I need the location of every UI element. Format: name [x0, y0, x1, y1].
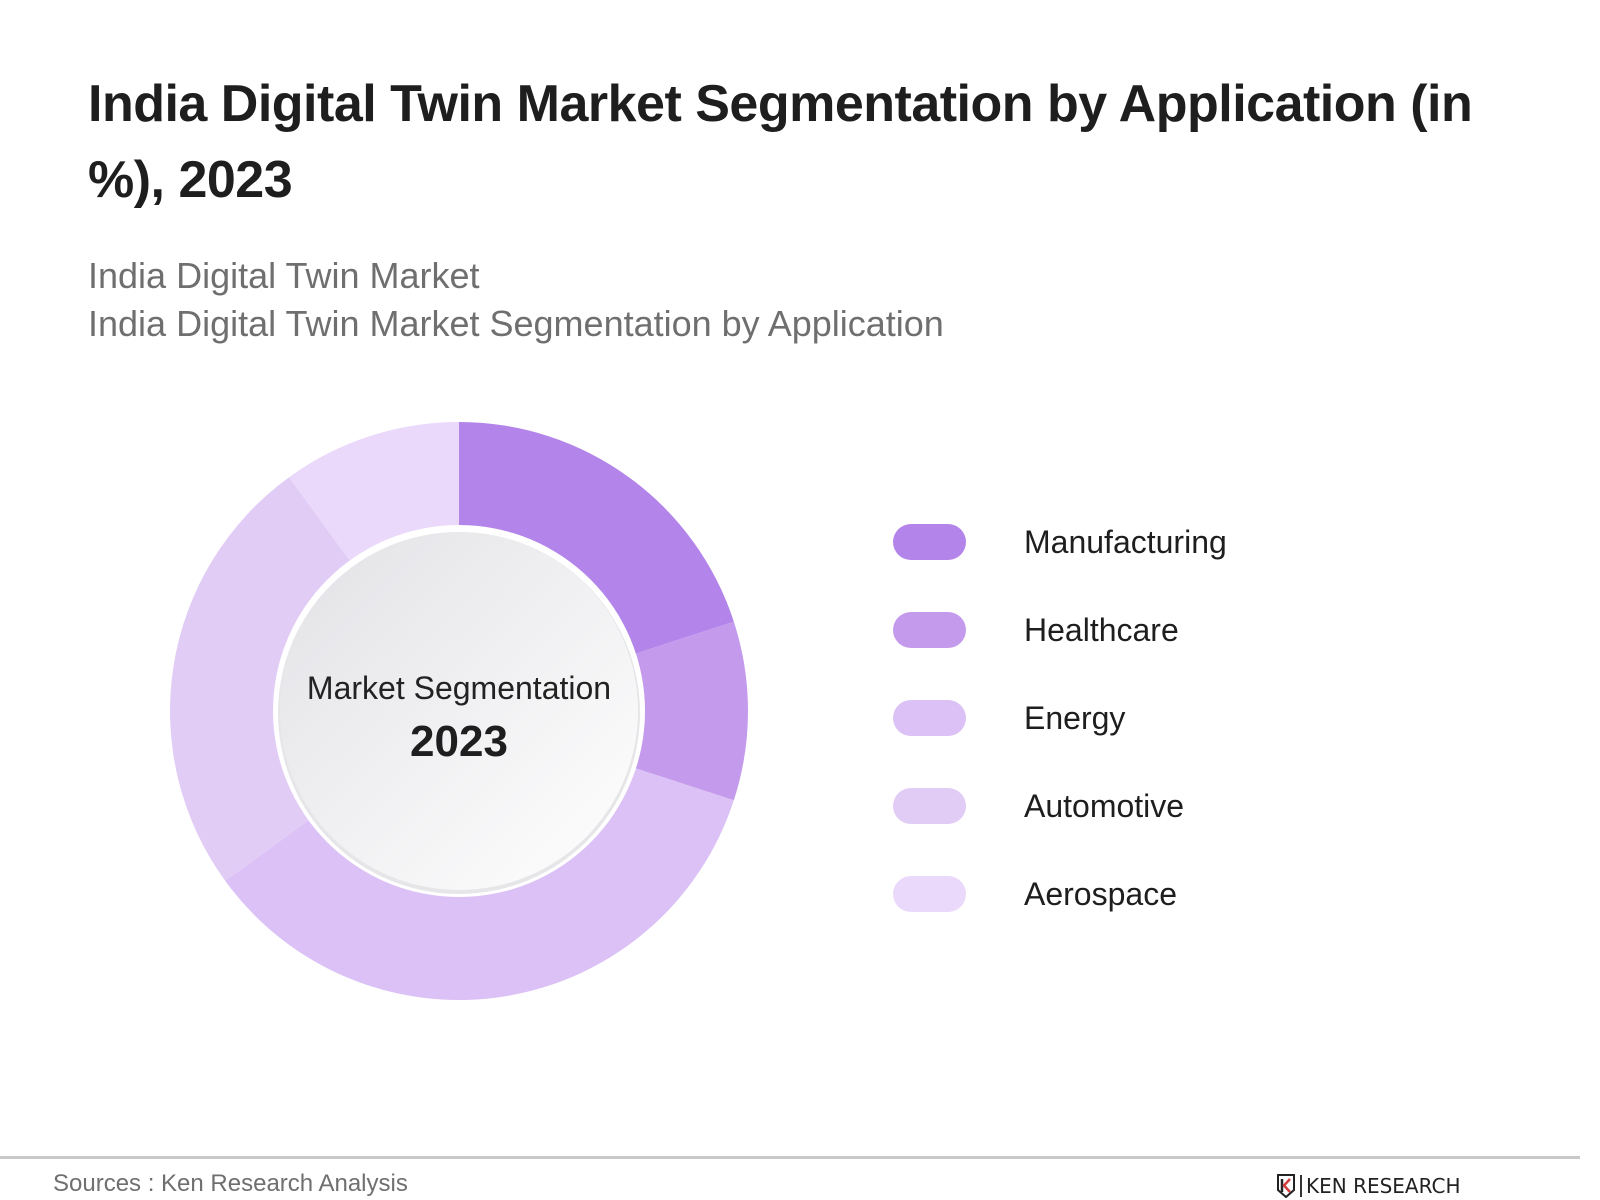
chart-area: Market Segmentation 2023 Manufacturing H…	[0, 400, 1600, 1040]
donut-chart	[170, 422, 748, 1000]
donut-center-text: Market Segmentation 2023	[259, 668, 659, 772]
legend-label: Aerospace	[1024, 875, 1177, 912]
brand-logo: KEN RESEARCH	[1276, 1174, 1461, 1198]
brand-name: KEN RESEARCH	[1306, 1174, 1461, 1198]
subtitle-block: India Digital Twin Market India Digital …	[88, 252, 944, 348]
chart-title: India Digital Twin Market Segmentation b…	[88, 75, 1473, 209]
legend-item-aerospace: Aerospace	[893, 876, 1227, 912]
legend-swatch	[893, 524, 966, 560]
legend-item-automotive: Automotive	[893, 788, 1227, 824]
footer-divider	[0, 1156, 1580, 1159]
ken-research-logo-icon	[1277, 1174, 1295, 1198]
source-note: Sources : Ken Research Analysis	[53, 1170, 408, 1197]
legend-item-manufacturing: Manufacturing	[893, 524, 1227, 560]
legend: Manufacturing Healthcare Energy Automoti…	[893, 524, 1227, 964]
legend-item-energy: Energy	[893, 700, 1227, 736]
center-disc	[280, 532, 638, 890]
center-year: 2023	[410, 717, 508, 766]
legend-swatch	[893, 788, 966, 824]
brand-separator	[1300, 1175, 1302, 1197]
subtitle-segmentation: India Digital Twin Market Segmentation b…	[88, 303, 944, 344]
legend-item-healthcare: Healthcare	[893, 612, 1227, 648]
legend-swatch	[893, 876, 966, 912]
legend-label: Manufacturing	[1024, 523, 1227, 560]
subtitle-market: India Digital Twin Market	[88, 255, 480, 296]
legend-label: Energy	[1024, 699, 1126, 736]
legend-swatch	[893, 612, 966, 648]
legend-swatch	[893, 700, 966, 736]
legend-label: Automotive	[1024, 787, 1185, 824]
slice-manufacturing	[459, 422, 734, 665]
legend-label: Healthcare	[1024, 611, 1179, 648]
center-label: Market Segmentation	[306, 670, 612, 706]
